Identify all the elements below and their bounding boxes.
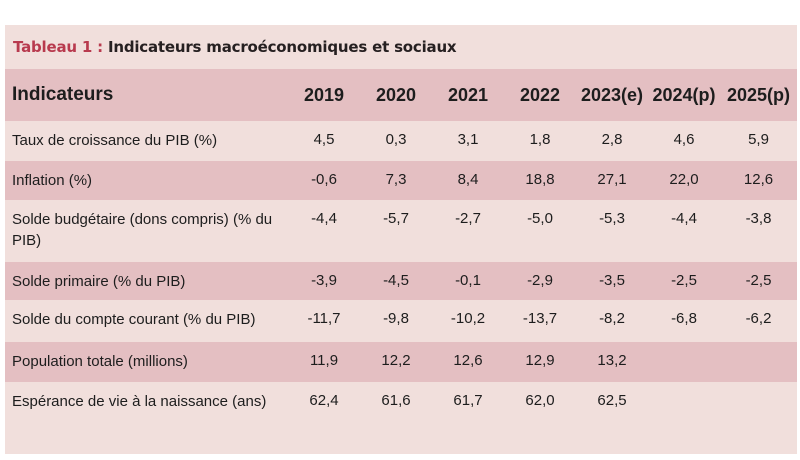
row-label: Taux de croissance du PIB (%) [12, 132, 218, 149]
table-cell: 27,1 [597, 171, 627, 188]
table-cell: 2,8 [601, 131, 623, 148]
table-title-prefix: Tableau 1 : [13, 38, 103, 56]
table-cell: 61,6 [381, 392, 411, 409]
header-row: Indicateurs 2019 2020 2021 2022 2023(e) … [5, 69, 797, 121]
table-cell: -13,7 [522, 310, 558, 327]
table-title: Tableau 1 : Indicateurs macroéconomiques… [5, 25, 797, 69]
table-cell: 62,5 [597, 392, 627, 409]
table-title-text: Indicateurs macroéconomiques et sociaux [107, 38, 457, 56]
table-cell: 3,1 [457, 131, 479, 148]
table-cell: -5,3 [599, 210, 625, 227]
table-cell: -8,2 [599, 310, 625, 327]
row-label: Espérance de vie à la naissance (ans) [12, 393, 267, 410]
table-cell [720, 382, 797, 426]
table-row: Population totale (millions) 11,9 12,2 1… [5, 342, 797, 382]
table-panel: Tableau 1 : Indicateurs macroéconomiques… [5, 25, 797, 454]
row-label: Inflation (%) [12, 172, 93, 189]
row-label: Solde du compte courant (% du PIB) [12, 311, 256, 328]
table-cell: -3,9 [311, 272, 337, 289]
table-cell: 12,2 [381, 352, 411, 369]
table-row: Solde du compte courant (% du PIB) -11,7… [5, 300, 797, 342]
row-label: Solde budgétaire (dons compris) (% du PI… [12, 211, 273, 249]
table-cell: 7,3 [385, 171, 407, 188]
table-cell: 11,9 [309, 352, 339, 369]
table-cell [648, 342, 720, 382]
table-row: Inflation (%) -0,6 7,3 8,4 18,8 27,1 22,… [5, 161, 797, 200]
table-cell: 61,7 [453, 392, 483, 409]
table-cell [720, 342, 797, 382]
table-cell: -2,5 [745, 272, 772, 289]
table-cell: -5,0 [527, 210, 553, 227]
table-row: Espérance de vie à la naissance (ans) 62… [5, 382, 797, 426]
table-cell: -11,7 [307, 310, 341, 327]
table-row: Solde primaire (% du PIB) -3,9 -4,5 -0,1… [5, 262, 797, 300]
table-cell: -2,5 [671, 272, 697, 289]
table-cell: -0,6 [311, 171, 337, 188]
table-cell: -3,8 [745, 210, 772, 227]
table-cell: 62,0 [525, 392, 555, 409]
table-row: Taux de croissance du PIB (%) 4,5 0,3 3,… [5, 121, 797, 161]
column-header: 2021 [447, 84, 489, 105]
table-cell: -6,8 [671, 310, 697, 327]
table-cell: 5,9 [748, 131, 769, 148]
column-header: 2023(e) [580, 84, 644, 105]
table-cell: 12,6 [743, 171, 774, 188]
table-cell: 13,2 [597, 352, 627, 369]
table-cell: 12,6 [453, 352, 483, 369]
column-header: Indicateurs [12, 84, 114, 105]
table-cell: -2,7 [455, 210, 481, 227]
row-label: Solde primaire (% du PIB) [12, 273, 186, 290]
table-cell: -3,5 [599, 272, 625, 289]
column-header: 2020 [375, 84, 417, 105]
table-cell: -5,7 [383, 210, 409, 227]
table-row: Solde budgétaire (dons compris) (% du PI… [5, 200, 797, 262]
table-cell: 22,0 [669, 171, 699, 188]
column-header: 2025(p) [726, 84, 791, 105]
table-cell: 8,4 [457, 171, 479, 188]
table-cell: -10,2 [450, 310, 486, 327]
row-label: Population totale (millions) [12, 353, 188, 370]
column-header: 2019 [303, 84, 345, 105]
table-cell: 0,3 [385, 131, 407, 148]
column-header: 2022 [519, 84, 561, 105]
table-cell: -4,4 [311, 210, 337, 227]
table-cell: 4,6 [673, 131, 695, 148]
table-cell: -2,9 [527, 272, 553, 289]
table-cell: -9,8 [383, 310, 409, 327]
table-cell: -4,4 [671, 210, 697, 227]
table-cell: 12,9 [525, 352, 555, 369]
table-cell: 18,8 [525, 171, 555, 188]
table-cell: -0,1 [455, 272, 481, 289]
indicators-table: Indicateurs 2019 2020 2021 2022 2023(e) … [5, 69, 797, 426]
table-cell: 62,4 [309, 392, 339, 409]
table-cell: 1,8 [529, 131, 551, 148]
table-cell: -4,5 [383, 272, 409, 289]
column-header: 2024(p) [652, 84, 716, 105]
table-cell: 4,5 [313, 131, 335, 148]
table-cell [648, 382, 720, 426]
table-cell: -6,2 [745, 310, 772, 327]
